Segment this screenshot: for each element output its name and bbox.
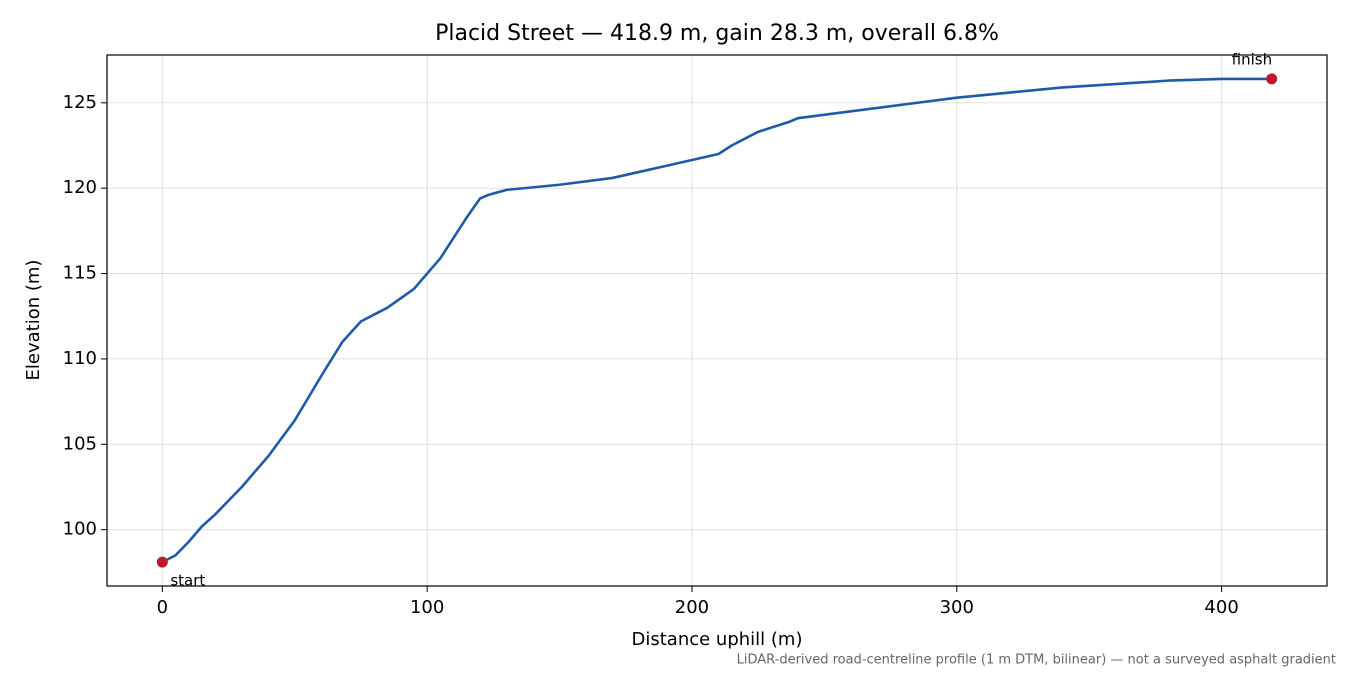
x-tick-label: 300 — [940, 597, 974, 618]
y-tick-label: 105 — [63, 433, 97, 454]
y-tick-label: 120 — [63, 177, 97, 198]
endpoint-label: start — [170, 572, 205, 590]
y-tick-label: 110 — [63, 348, 97, 369]
endpoint-marker — [1266, 73, 1278, 85]
elevation-line — [161, 77, 1272, 564]
x-axis-label: Distance uphill (m) — [632, 629, 803, 650]
x-tick-label: 400 — [1204, 597, 1238, 618]
x-tick-label: 100 — [410, 597, 444, 618]
endpoint-marker — [156, 556, 168, 568]
y-tick-label: 100 — [63, 519, 97, 540]
y-axis-label: Elevation (m) — [23, 260, 44, 381]
y-tick-label: 115 — [63, 263, 97, 284]
plot-frame — [106, 54, 1328, 587]
y-tick-label: 125 — [63, 92, 97, 113]
footnote: LiDAR-derived road-centreline profile (1… — [737, 653, 1336, 668]
x-tick-label: 0 — [157, 597, 168, 618]
chart-title: Placid Street — 418.9 m, gain 28.3 m, ov… — [435, 21, 999, 46]
endpoint-label: finish — [1232, 50, 1272, 68]
x-tick-label: 200 — [675, 597, 709, 618]
